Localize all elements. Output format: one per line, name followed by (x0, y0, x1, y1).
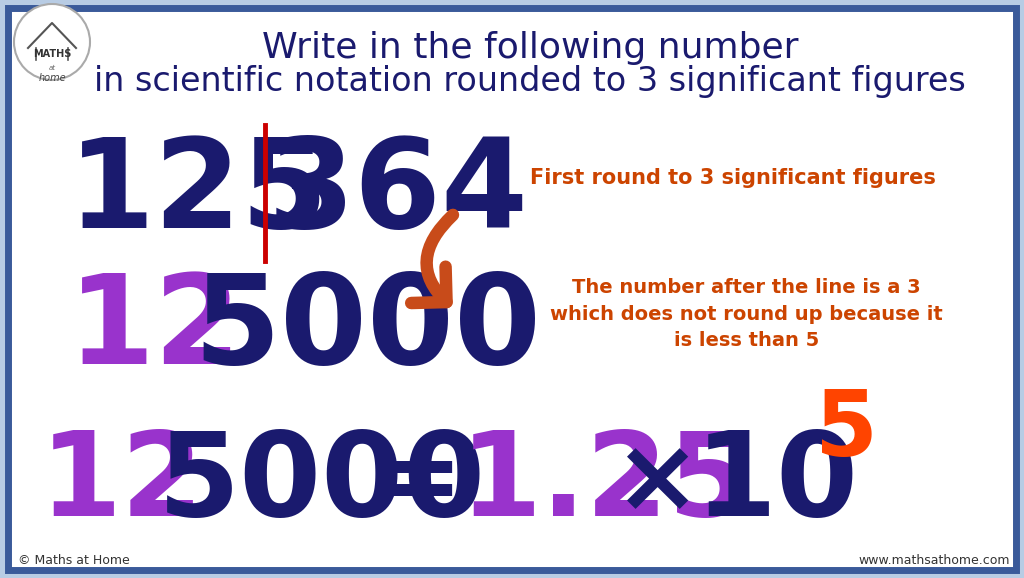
Text: 5000: 5000 (158, 425, 486, 540)
Text: ×: × (614, 432, 701, 533)
Text: 125: 125 (68, 132, 329, 254)
Text: First round to 3 significant figures: First round to 3 significant figures (530, 168, 936, 188)
FancyBboxPatch shape (8, 8, 1016, 570)
Text: www.mathsathome.com: www.mathsathome.com (858, 554, 1010, 566)
Text: 5: 5 (815, 387, 878, 475)
Text: at: at (48, 65, 55, 71)
Text: 10: 10 (695, 425, 859, 540)
Text: © Maths at Home: © Maths at Home (18, 554, 130, 566)
Text: in scientific notation rounded to 3 significant figures: in scientific notation rounded to 3 sign… (94, 65, 966, 98)
Text: MATHS: MATHS (33, 49, 72, 59)
Text: 12: 12 (68, 269, 242, 391)
FancyArrowPatch shape (412, 215, 453, 303)
Text: Write in the following number: Write in the following number (262, 31, 799, 65)
Text: 5000: 5000 (193, 269, 541, 391)
Text: 364: 364 (268, 132, 528, 254)
Text: =: = (377, 432, 464, 533)
Text: home: home (38, 73, 66, 83)
Circle shape (14, 4, 90, 80)
Text: The number after the line is a 3
which does not round up because it
is less than: The number after the line is a 3 which d… (550, 278, 943, 350)
Text: 12: 12 (40, 425, 204, 540)
Text: 1.25: 1.25 (460, 425, 751, 540)
